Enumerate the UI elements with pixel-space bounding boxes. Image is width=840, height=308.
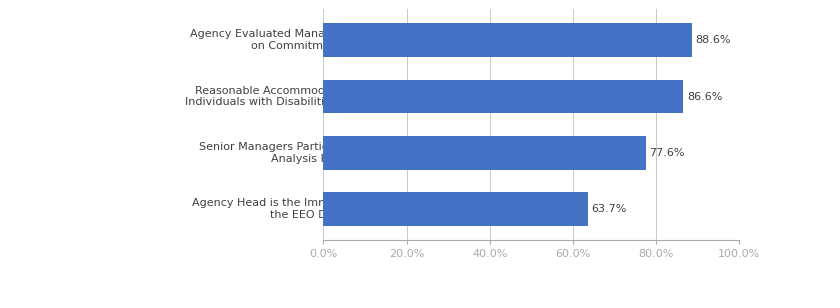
Text: 86.6%: 86.6% [687,91,722,102]
Bar [323,192,588,226]
Bar [323,136,646,170]
Bar [323,23,692,57]
Text: 88.6%: 88.6% [696,35,731,45]
Bar [323,80,684,113]
Text: 63.7%: 63.7% [591,204,627,214]
Text: 77.6%: 77.6% [649,148,685,158]
